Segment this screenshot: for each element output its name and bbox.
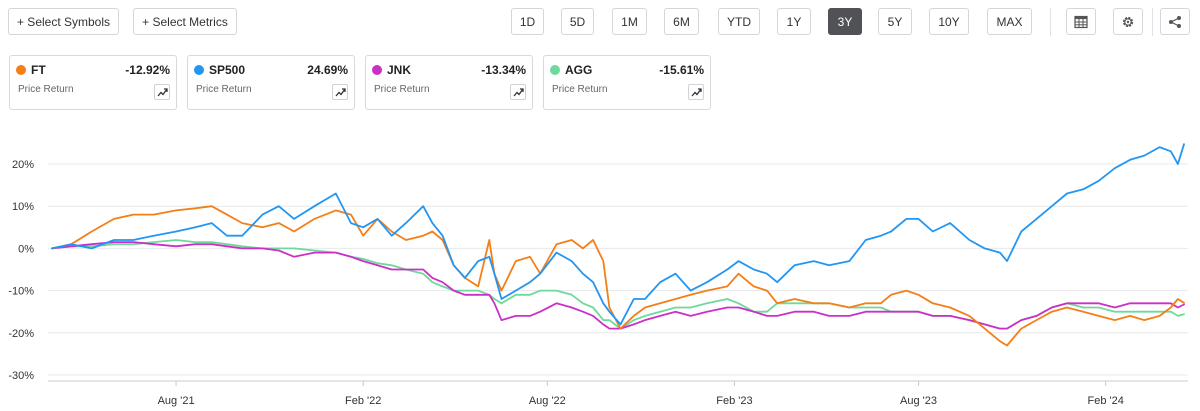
period-max-button[interactable]: MAX bbox=[987, 8, 1032, 35]
legend-metric: Price Return bbox=[552, 84, 608, 95]
y-tick-label: 0% bbox=[18, 243, 34, 255]
legend-value: -12.92% bbox=[125, 63, 170, 77]
table-icon bbox=[1074, 15, 1088, 28]
period-10y-button[interactable]: 10Y bbox=[929, 8, 969, 35]
share-button[interactable] bbox=[1160, 8, 1190, 35]
trend-up-icon bbox=[691, 87, 702, 96]
period-5y-button[interactable]: 5Y bbox=[878, 8, 912, 35]
period-5d-button[interactable]: 5D bbox=[561, 8, 594, 35]
legend-card-sp500[interactable]: SP500 24.69% Price Return bbox=[187, 55, 355, 110]
settings-button[interactable] bbox=[1113, 8, 1143, 35]
legend-value: -13.34% bbox=[481, 63, 526, 77]
period-1d-button[interactable]: 1D bbox=[511, 8, 544, 35]
trend-chart-button[interactable] bbox=[688, 84, 704, 100]
gear-icon bbox=[1122, 16, 1134, 27]
y-tick-label: -20% bbox=[8, 328, 34, 340]
select-symbols-button[interactable]: + Select Symbols bbox=[8, 8, 119, 35]
trend-up-icon bbox=[157, 87, 168, 96]
table-view-button[interactable] bbox=[1066, 8, 1096, 35]
x-tick-label: Feb '24 bbox=[1088, 395, 1124, 407]
trend-chart-button[interactable] bbox=[332, 84, 348, 100]
legend-metric: Price Return bbox=[18, 84, 74, 95]
y-tick-label: -30% bbox=[8, 370, 34, 382]
legend-metric: Price Return bbox=[374, 84, 430, 95]
period-3y-button[interactable]: 3Y bbox=[828, 8, 862, 35]
series-color-dot bbox=[372, 65, 382, 75]
legend-card-agg[interactable]: AGG -15.61% Price Return bbox=[543, 55, 711, 110]
y-tick-label: -10% bbox=[8, 286, 34, 298]
legend-value: -15.61% bbox=[659, 63, 704, 77]
x-tick-label: Aug '21 bbox=[158, 395, 195, 407]
x-tick-label: Aug '23 bbox=[900, 395, 937, 407]
trend-up-icon bbox=[335, 87, 346, 96]
legend-symbol: FT bbox=[31, 63, 46, 77]
series-line-ft bbox=[51, 205, 1185, 347]
price-return-chart: 20% 10% 0% -10% -20% -30% Aug '21 Feb '22 Aug '2… bbox=[8, 143, 1188, 407]
series-color-dot bbox=[194, 65, 204, 75]
x-tick-label: Aug '22 bbox=[529, 395, 566, 407]
x-tick-label: Feb '22 bbox=[345, 395, 381, 407]
period-6m-button[interactable]: 6M bbox=[664, 8, 699, 35]
y-tick-label: 10% bbox=[12, 201, 34, 213]
series-line-agg bbox=[51, 239, 1185, 330]
legend-card-jnk[interactable]: JNK -13.34% Price Return bbox=[365, 55, 533, 110]
period-ytd-button[interactable]: YTD bbox=[718, 8, 760, 35]
toolbar-divider bbox=[1152, 8, 1153, 36]
period-1y-button[interactable]: 1Y bbox=[777, 8, 811, 35]
legend-symbol: SP500 bbox=[209, 63, 246, 77]
legend-metric: Price Return bbox=[196, 84, 252, 95]
toolbar-divider bbox=[1050, 8, 1051, 36]
series-line-jnk bbox=[51, 241, 1185, 330]
legend-symbol: AGG bbox=[565, 63, 593, 77]
period-1m-button[interactable]: 1M bbox=[612, 8, 647, 35]
trend-chart-button[interactable] bbox=[510, 84, 526, 100]
trend-up-icon bbox=[513, 87, 524, 96]
legend-card-ft[interactable]: FT -12.92% Price Return bbox=[9, 55, 177, 110]
series-color-dot bbox=[550, 65, 560, 75]
share-icon bbox=[1169, 15, 1181, 28]
trend-chart-button[interactable] bbox=[154, 84, 170, 100]
legend-value: 24.69% bbox=[307, 63, 348, 77]
legend-symbol: JNK bbox=[387, 63, 412, 77]
select-metrics-button[interactable]: + Select Metrics bbox=[133, 8, 237, 35]
series-color-dot bbox=[16, 65, 26, 75]
series-line-sp500 bbox=[51, 143, 1185, 326]
y-tick-label: 20% bbox=[12, 159, 34, 171]
x-tick-label: Feb '23 bbox=[716, 395, 752, 407]
